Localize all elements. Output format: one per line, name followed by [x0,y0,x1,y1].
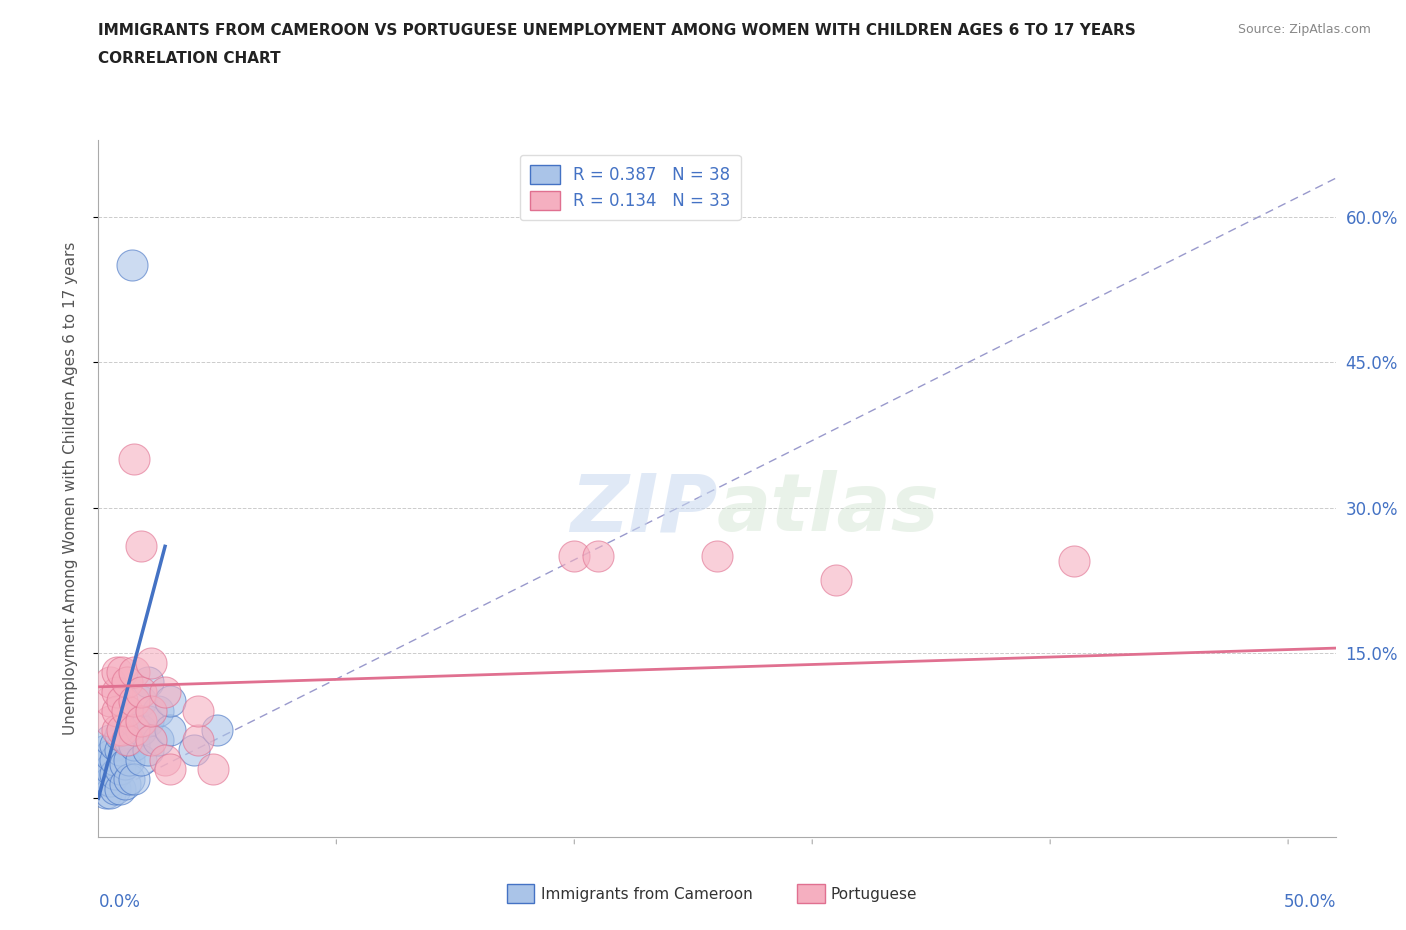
Point [98,786,121,801]
Point [98,774,121,789]
Point [139,733,162,748]
Point [159,762,181,777]
Point [94,757,117,772]
Point [98,713,121,728]
Point [153,752,176,767]
Point [122,452,145,467]
Point [98,674,121,689]
Point [138,713,160,728]
Point [114,757,136,772]
Point [129,713,152,728]
Point [201,762,224,777]
Point [139,704,162,719]
Point [207,723,229,737]
Text: CORRELATION CHART: CORRELATION CHART [98,51,281,66]
Text: 50.0%: 50.0% [1284,893,1336,910]
Point [138,742,160,757]
Text: ZIP: ZIP [569,471,717,548]
Point [562,549,585,564]
Point [94,786,117,801]
Point [159,694,181,709]
Point [107,704,129,719]
Y-axis label: Unemployment Among Women with Children Ages 6 to 17 years: Unemployment Among Women with Children A… [63,242,77,735]
Point [129,684,152,699]
Point [108,762,131,777]
Point [98,762,121,777]
Point [98,733,121,748]
Point [122,737,145,752]
Point [104,766,127,781]
Point [104,737,127,752]
Text: atlas: atlas [717,471,939,548]
Point [129,752,152,767]
FancyBboxPatch shape [797,884,825,903]
Point [115,704,138,719]
Point [187,733,209,748]
Point [107,684,129,699]
Point [153,684,176,699]
Point [122,723,145,737]
Point [107,723,129,737]
Text: 0.0%: 0.0% [98,893,141,910]
Text: Source: ZipAtlas.com: Source: ZipAtlas.com [1237,23,1371,36]
Point [98,694,121,709]
Point [706,549,728,564]
Text: IMMIGRANTS FROM CAMEROON VS PORTUGUESE UNEMPLOYMENT AMONG WOMEN WITH CHILDREN AG: IMMIGRANTS FROM CAMEROON VS PORTUGUESE U… [98,23,1136,38]
FancyBboxPatch shape [506,884,534,903]
Point [118,772,141,787]
Point [118,752,141,767]
Point [159,723,181,737]
Point [111,694,134,709]
Point [111,665,134,680]
Point [104,752,127,767]
Point [122,713,145,728]
Point [187,704,209,719]
Point [129,539,152,554]
Point [1063,553,1085,568]
Point [138,674,160,689]
Point [115,674,138,689]
Point [94,742,117,757]
Point [129,694,152,709]
Point [586,549,609,564]
Text: Immigrants from Cameroon: Immigrants from Cameroon [541,887,754,902]
Point [111,723,134,737]
Point [121,258,143,272]
Point [139,656,162,671]
Point [118,733,141,748]
Point [104,781,127,796]
Point [825,573,848,588]
Point [108,728,131,743]
Point [94,772,117,787]
Text: Portuguese: Portuguese [831,887,917,902]
Point [122,772,145,787]
Point [107,665,129,680]
Point [122,665,145,680]
Point [108,742,131,757]
Legend: R = 0.387   N = 38, R = 0.134   N = 33: R = 0.387 N = 38, R = 0.134 N = 33 [520,154,741,220]
Point [146,704,169,719]
Point [98,747,121,762]
Point [129,723,152,737]
Point [115,733,138,748]
Point [108,781,131,796]
Point [146,733,169,748]
Point [183,742,205,757]
Point [114,777,136,791]
Point [122,694,145,709]
